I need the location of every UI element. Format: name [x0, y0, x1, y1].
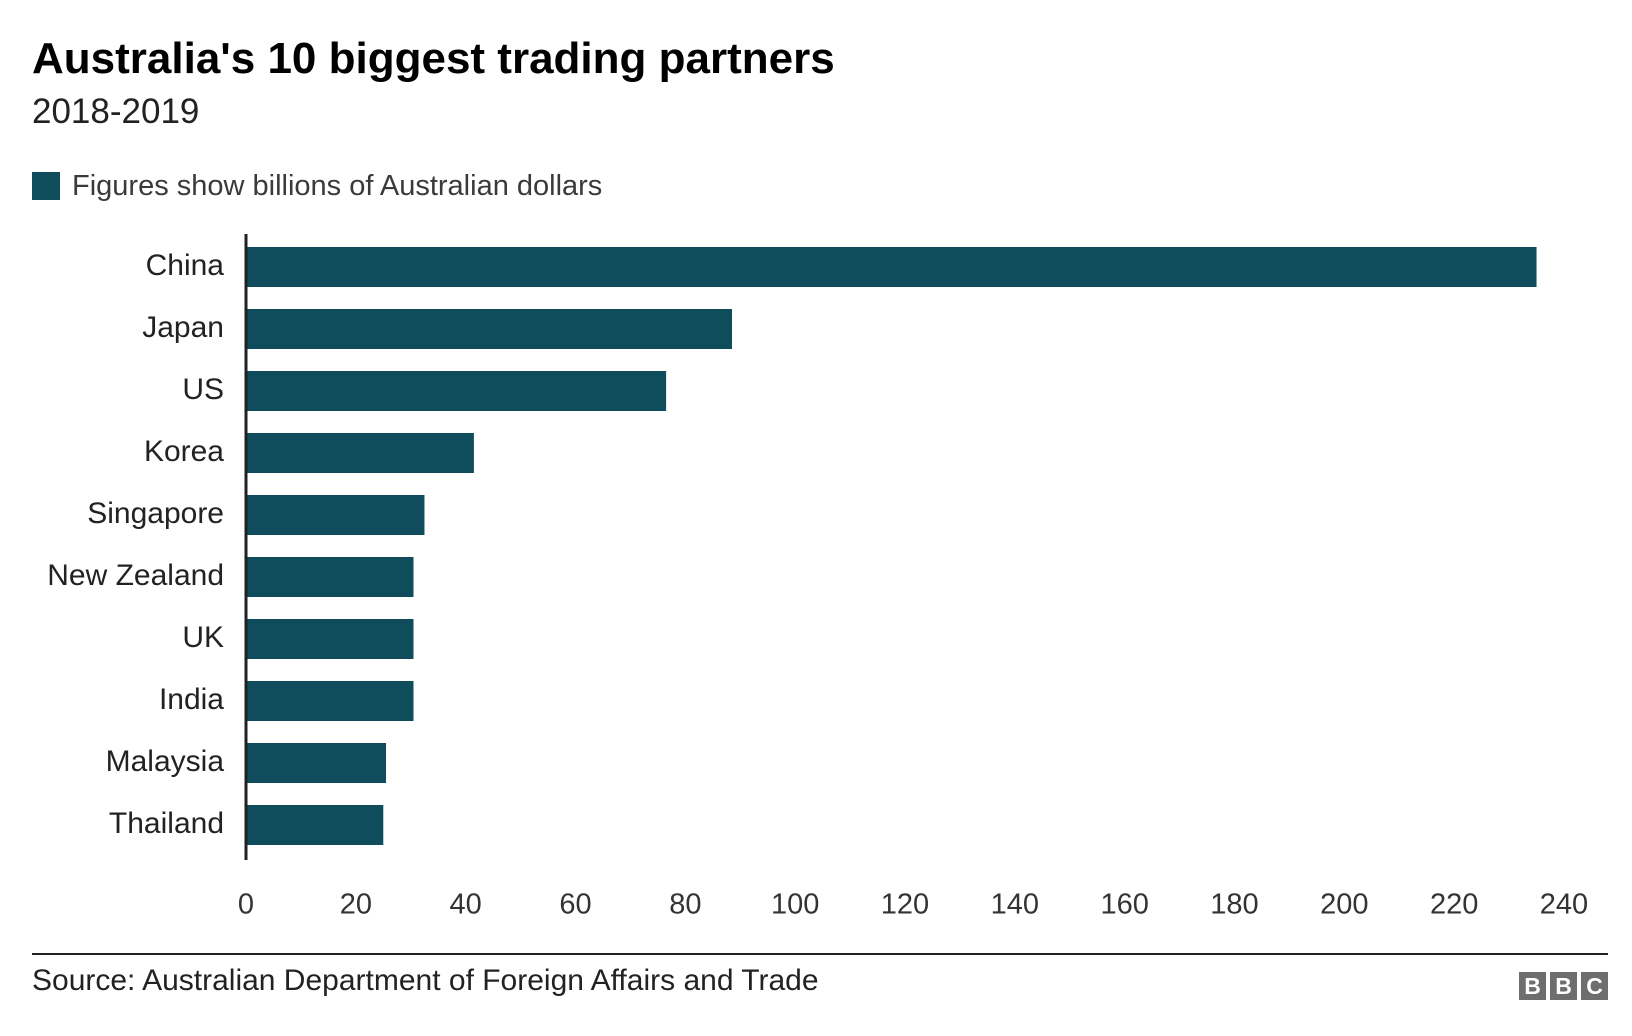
x-tick-label: 200	[1320, 889, 1368, 920]
chart-title: Australia's 10 biggest trading partners	[32, 34, 835, 83]
bar	[246, 433, 474, 473]
bar-chart: China Japan US Korea Singapore New Zealand UK I…	[47, 234, 1588, 920]
bar	[246, 681, 414, 721]
bar	[246, 247, 1537, 287]
category-label: New Zealand	[47, 559, 224, 592]
category-label: China	[146, 249, 225, 282]
category-label: US	[182, 373, 224, 406]
bar	[246, 805, 384, 845]
category-label: Korea	[144, 435, 224, 468]
category-label: Thailand	[109, 807, 224, 840]
x-tick-label: 180	[1210, 889, 1258, 920]
bar	[246, 495, 425, 535]
bar	[246, 743, 387, 783]
logo-letter: B	[1550, 972, 1577, 1000]
legend-label: Figures show billions of Australian doll…	[72, 169, 603, 202]
logo-letter: C	[1581, 972, 1608, 1000]
x-tick-label: 120	[881, 889, 929, 920]
category-label: UK	[182, 621, 224, 654]
category-label: Japan	[142, 311, 224, 344]
logo-letter: B	[1519, 972, 1546, 1000]
source-note: Source: Australian Department of Foreign…	[32, 964, 819, 997]
x-tick-label: 80	[669, 889, 701, 920]
x-tick-label: 240	[1540, 889, 1588, 920]
bar	[246, 371, 667, 411]
x-tick-label: 160	[1100, 889, 1148, 920]
legend: Figures show billions of Australian doll…	[32, 168, 602, 204]
x-tick-label: 40	[450, 889, 482, 920]
bbc-logo: B B C	[1519, 972, 1608, 1000]
chart-subtitle: 2018-2019	[32, 92, 200, 131]
x-tick-label: 0	[238, 889, 254, 920]
bar	[246, 557, 414, 597]
category-label: Singapore	[87, 497, 224, 530]
category-label: Malaysia	[106, 745, 225, 778]
x-tick-label: 140	[991, 889, 1039, 920]
x-tick-label: 220	[1430, 889, 1478, 920]
bar	[246, 619, 414, 659]
x-tick-label: 60	[559, 889, 591, 920]
legend-swatch	[32, 172, 60, 200]
bar	[246, 309, 733, 349]
category-label: India	[159, 683, 224, 716]
source-divider	[32, 953, 1608, 955]
x-tick-label: 20	[340, 889, 372, 920]
x-tick-label: 100	[771, 889, 819, 920]
